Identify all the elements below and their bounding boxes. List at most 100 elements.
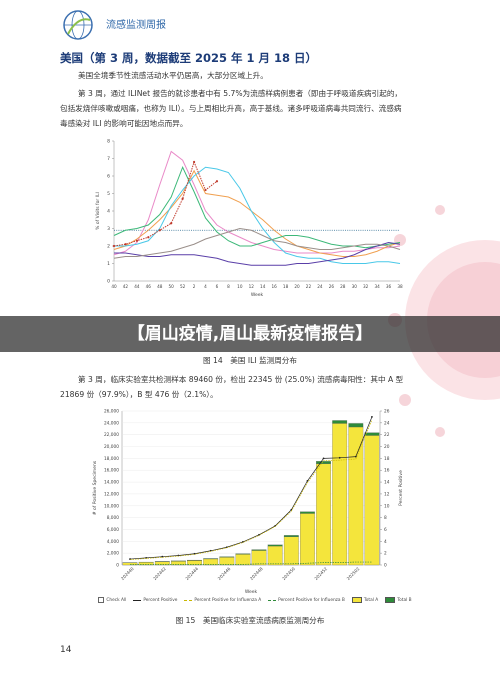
series-line <box>130 419 373 561</box>
x-tick-label: 202446 <box>217 566 232 581</box>
bar <box>154 561 170 566</box>
x-tick-label: 2 <box>193 284 196 289</box>
point <box>192 160 196 164</box>
legend-item[interactable]: Check All <box>98 597 126 603</box>
y-tick-label: 2,000 <box>107 551 120 557</box>
x-tick-label: 50 <box>169 284 175 289</box>
bar <box>187 560 202 566</box>
lab-chart: 0 2,000 4,000 6,000 8,000 10,000 12,000 14,000 1… <box>92 409 404 596</box>
series-line <box>113 227 401 259</box>
bar <box>300 511 315 514</box>
y2-tick-label: 12 <box>384 491 390 497</box>
virus-spike <box>435 205 445 215</box>
x-tick-label: 34 <box>374 284 380 289</box>
point <box>354 455 357 458</box>
x-axis-label: Week <box>245 589 258 595</box>
bar <box>251 550 267 566</box>
legend-item[interactable]: Percent Positive for Influenza A <box>184 598 261 603</box>
bar <box>267 545 283 566</box>
x-tick-label: 20 <box>294 284 300 289</box>
y-tick-label: 8,000 <box>107 515 120 521</box>
legend-swatch <box>268 599 277 601</box>
y-tick-label: 6,000 <box>107 527 120 533</box>
x-tick-label: 44 <box>134 284 140 289</box>
legend-item[interactable]: Total B <box>385 597 412 603</box>
series-line <box>113 165 401 249</box>
virus-spike <box>399 394 411 406</box>
y-tick-label: 7 <box>107 156 110 162</box>
logo <box>63 10 93 40</box>
series-line <box>114 166 401 264</box>
point <box>158 229 161 232</box>
series-line <box>114 241 401 266</box>
section-title: 美国（第 3 周，数据截至 2025 年 1 月 18 日） <box>60 51 318 65</box>
x-tick-label: 38 <box>397 284 403 289</box>
point <box>204 188 207 192</box>
legend-label: Percent Positive for Influenza B <box>278 597 345 603</box>
x-tick-label: 26 <box>329 284 335 289</box>
legend-item[interactable]: Total A <box>351 597 378 603</box>
point <box>170 222 173 225</box>
bar <box>267 544 283 547</box>
x-tick-label: 16 <box>271 284 277 289</box>
point <box>322 457 325 460</box>
x-tick-label: 40 <box>111 284 117 289</box>
x-tick-label: 14 <box>260 284 266 289</box>
y-axis-label: # of Positive Specimens <box>92 460 98 515</box>
y2-axis-label: Percent Positive <box>398 470 404 506</box>
bar <box>348 426 364 566</box>
x-tick-label: 202452 <box>313 566 328 581</box>
y-tick-label: 5 <box>107 191 110 197</box>
y-tick-label: 6 <box>107 174 110 180</box>
y-tick-label: 22,000 <box>104 432 119 438</box>
bar <box>364 435 380 566</box>
logo-swoosh <box>67 18 91 35</box>
series-line <box>130 561 372 565</box>
paragraph: 第 3 周，通过 ILINet 报告的就诊患者中有 5.7%为流感样病例患者（即… <box>60 89 403 128</box>
y2-tick-label: 2 <box>384 551 387 557</box>
y-tick-label: 4,000 <box>107 539 120 545</box>
y-tick-label: 16,000 <box>104 468 119 474</box>
header-title: 流感监测周报 <box>106 20 166 31</box>
figure-caption: 图 15 美国临床实验室流感病原监测周分布 <box>175 616 325 625</box>
bar <box>300 513 315 566</box>
y2-tick-label: 14 <box>384 480 390 486</box>
legend: Check All Percent Positive Percent Positiv… <box>95 597 415 603</box>
x-tick-label: 6 <box>216 284 219 289</box>
banner: 【眉山疫情,眉山最新疫情报告】 <box>127 324 373 344</box>
banner-background <box>0 316 500 352</box>
bar <box>219 556 235 558</box>
x-tick-label: 4 <box>204 284 207 289</box>
y-tick-label: 8 <box>107 139 110 145</box>
bar <box>219 557 235 566</box>
legend-item[interactable]: Percent Positive <box>133 598 177 603</box>
point <box>124 243 127 246</box>
y-tick-label: 14,000 <box>104 480 119 486</box>
bar <box>235 554 251 566</box>
x-tick-label: 22 <box>306 284 312 289</box>
x-tick-label: 48 <box>157 284 163 289</box>
bar <box>316 463 331 566</box>
x-tick-label: 18 <box>283 284 289 289</box>
figure-caption: 图 14 美国 ILI 监测周分布 <box>203 356 297 365</box>
y2-tick-label: 6 <box>384 527 387 533</box>
x-tick-label: 28 <box>340 284 346 289</box>
y-tick-label: 20,000 <box>104 444 119 450</box>
y-tick-label: 12,000 <box>104 491 119 497</box>
paragraph: 第 3 周，临床实验室共检测样本 89460 份，检出 22345 份 (25.… <box>60 375 404 399</box>
legend-item[interactable]: Percent Positive for Influenza B <box>268 598 345 603</box>
y2-tick-label: 10 <box>384 503 390 509</box>
point <box>215 180 219 183</box>
series-line <box>113 160 218 247</box>
series-line <box>113 150 401 256</box>
x-tick-label: 202440 <box>120 566 135 581</box>
point <box>112 244 116 248</box>
y-tick-label: 3 <box>107 226 110 232</box>
y2-tick-label: 22 <box>384 432 390 438</box>
legend-label: Percent Positive for Influenza A <box>194 597 262 603</box>
point <box>181 197 184 200</box>
y-tick-label: 10,000 <box>104 503 119 509</box>
x-tick-label: 202444 <box>184 566 199 581</box>
legend-label: Check All <box>106 597 127 603</box>
